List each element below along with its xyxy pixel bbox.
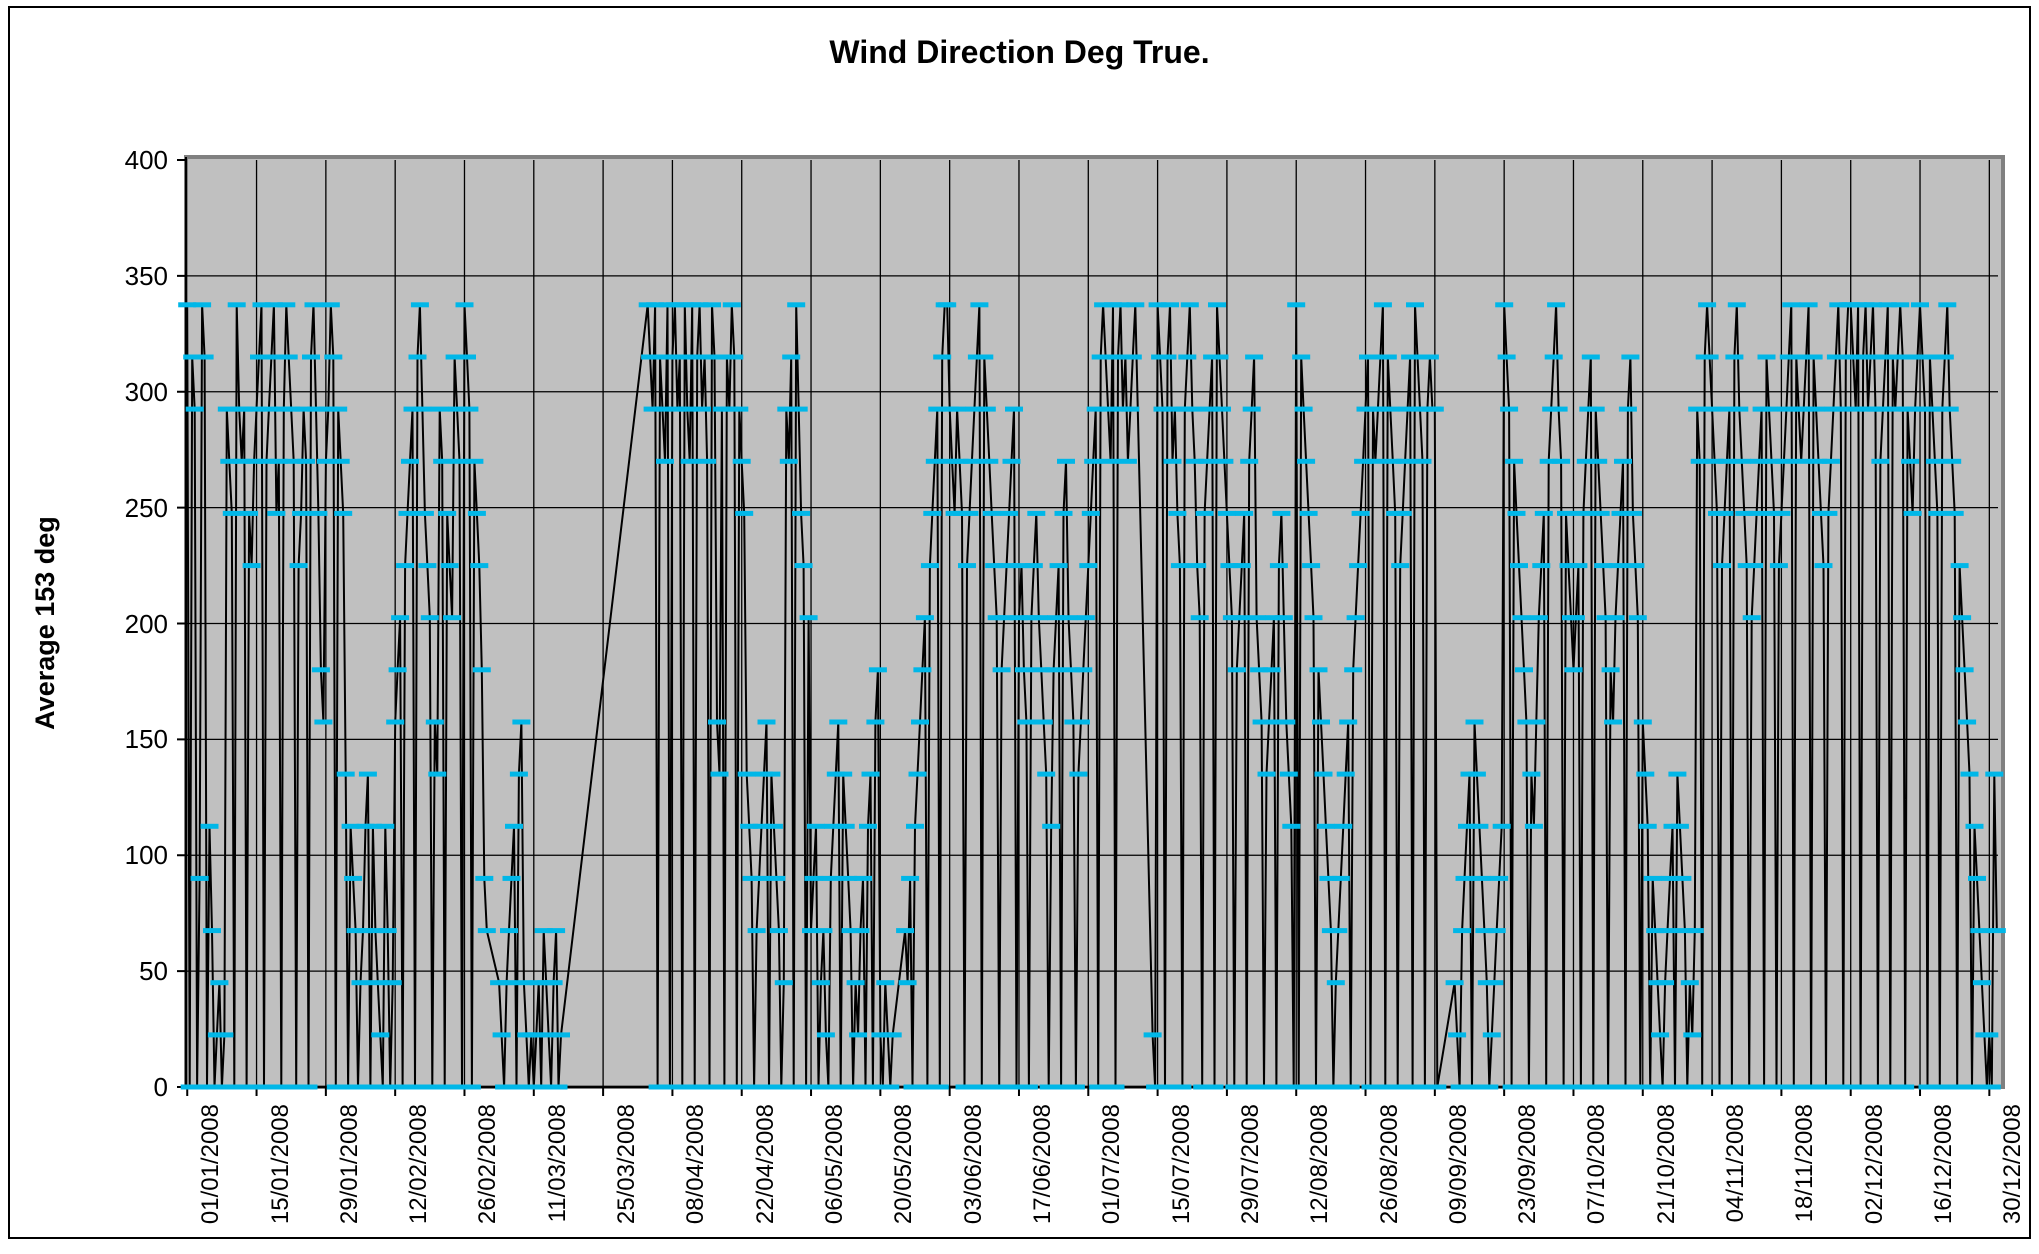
x-tick-label: 12/02/2008: [405, 1104, 433, 1225]
x-tick-label: 29/07/2008: [1236, 1104, 1264, 1225]
x-tick-label: 01/01/2008: [197, 1104, 225, 1225]
x-tick-label: 21/10/2008: [1652, 1104, 1680, 1225]
x-tick-label: 20/05/2008: [890, 1104, 918, 1225]
x-tick-label: 11/03/2008: [543, 1104, 571, 1223]
x-tick-label: 25/03/2008: [613, 1104, 641, 1225]
x-tick-label: 07/10/2008: [1583, 1104, 1611, 1225]
chart-title: Wind Direction Deg True.: [829, 34, 1210, 70]
x-tick-label: 30/12/2008: [1999, 1104, 2027, 1225]
y-tick-label: 50: [139, 956, 168, 987]
x-tick-label: 06/05/2008: [821, 1104, 849, 1225]
y-tick-label: 100: [124, 840, 168, 871]
y-tick-label: 150: [124, 724, 168, 755]
x-tick-label: 08/04/2008: [682, 1104, 710, 1225]
y-tick-label: 400: [124, 145, 168, 175]
x-tick-label: 23/09/2008: [1514, 1104, 1542, 1225]
x-tick-label: 16/12/2008: [1930, 1104, 1958, 1225]
y-tick-label: 200: [124, 608, 168, 639]
x-tick-label: 15/01/2008: [266, 1104, 294, 1225]
x-tick-label: 02/12/2008: [1860, 1104, 1888, 1225]
y-tick-label: 300: [124, 376, 168, 407]
x-tick-label: 26/02/2008: [474, 1104, 502, 1225]
x-tick-label: 17/06/2008: [1028, 1104, 1056, 1225]
x-tick-label: 01/07/2008: [1098, 1104, 1126, 1225]
series-markers: [178, 302, 2006, 1090]
y-tick-label: 250: [124, 492, 168, 523]
x-tick-label: 22/04/2008: [751, 1104, 779, 1225]
y-tick-label: 0: [153, 1072, 168, 1102]
y-tick-label: 350: [124, 260, 168, 291]
x-tick-label: 03/06/2008: [959, 1104, 987, 1225]
x-tick-label: 29/01/2008: [335, 1104, 363, 1225]
x-tick-label: 26/08/2008: [1375, 1104, 1403, 1225]
x-tick-label: 09/09/2008: [1444, 1104, 1472, 1225]
x-tick-label: 12/08/2008: [1306, 1104, 1334, 1225]
x-tick-label: 15/07/2008: [1167, 1104, 1195, 1225]
x-tick-label: 04/11/2008: [1722, 1104, 1750, 1223]
x-tick-label: 18/11/2008: [1791, 1104, 1819, 1223]
